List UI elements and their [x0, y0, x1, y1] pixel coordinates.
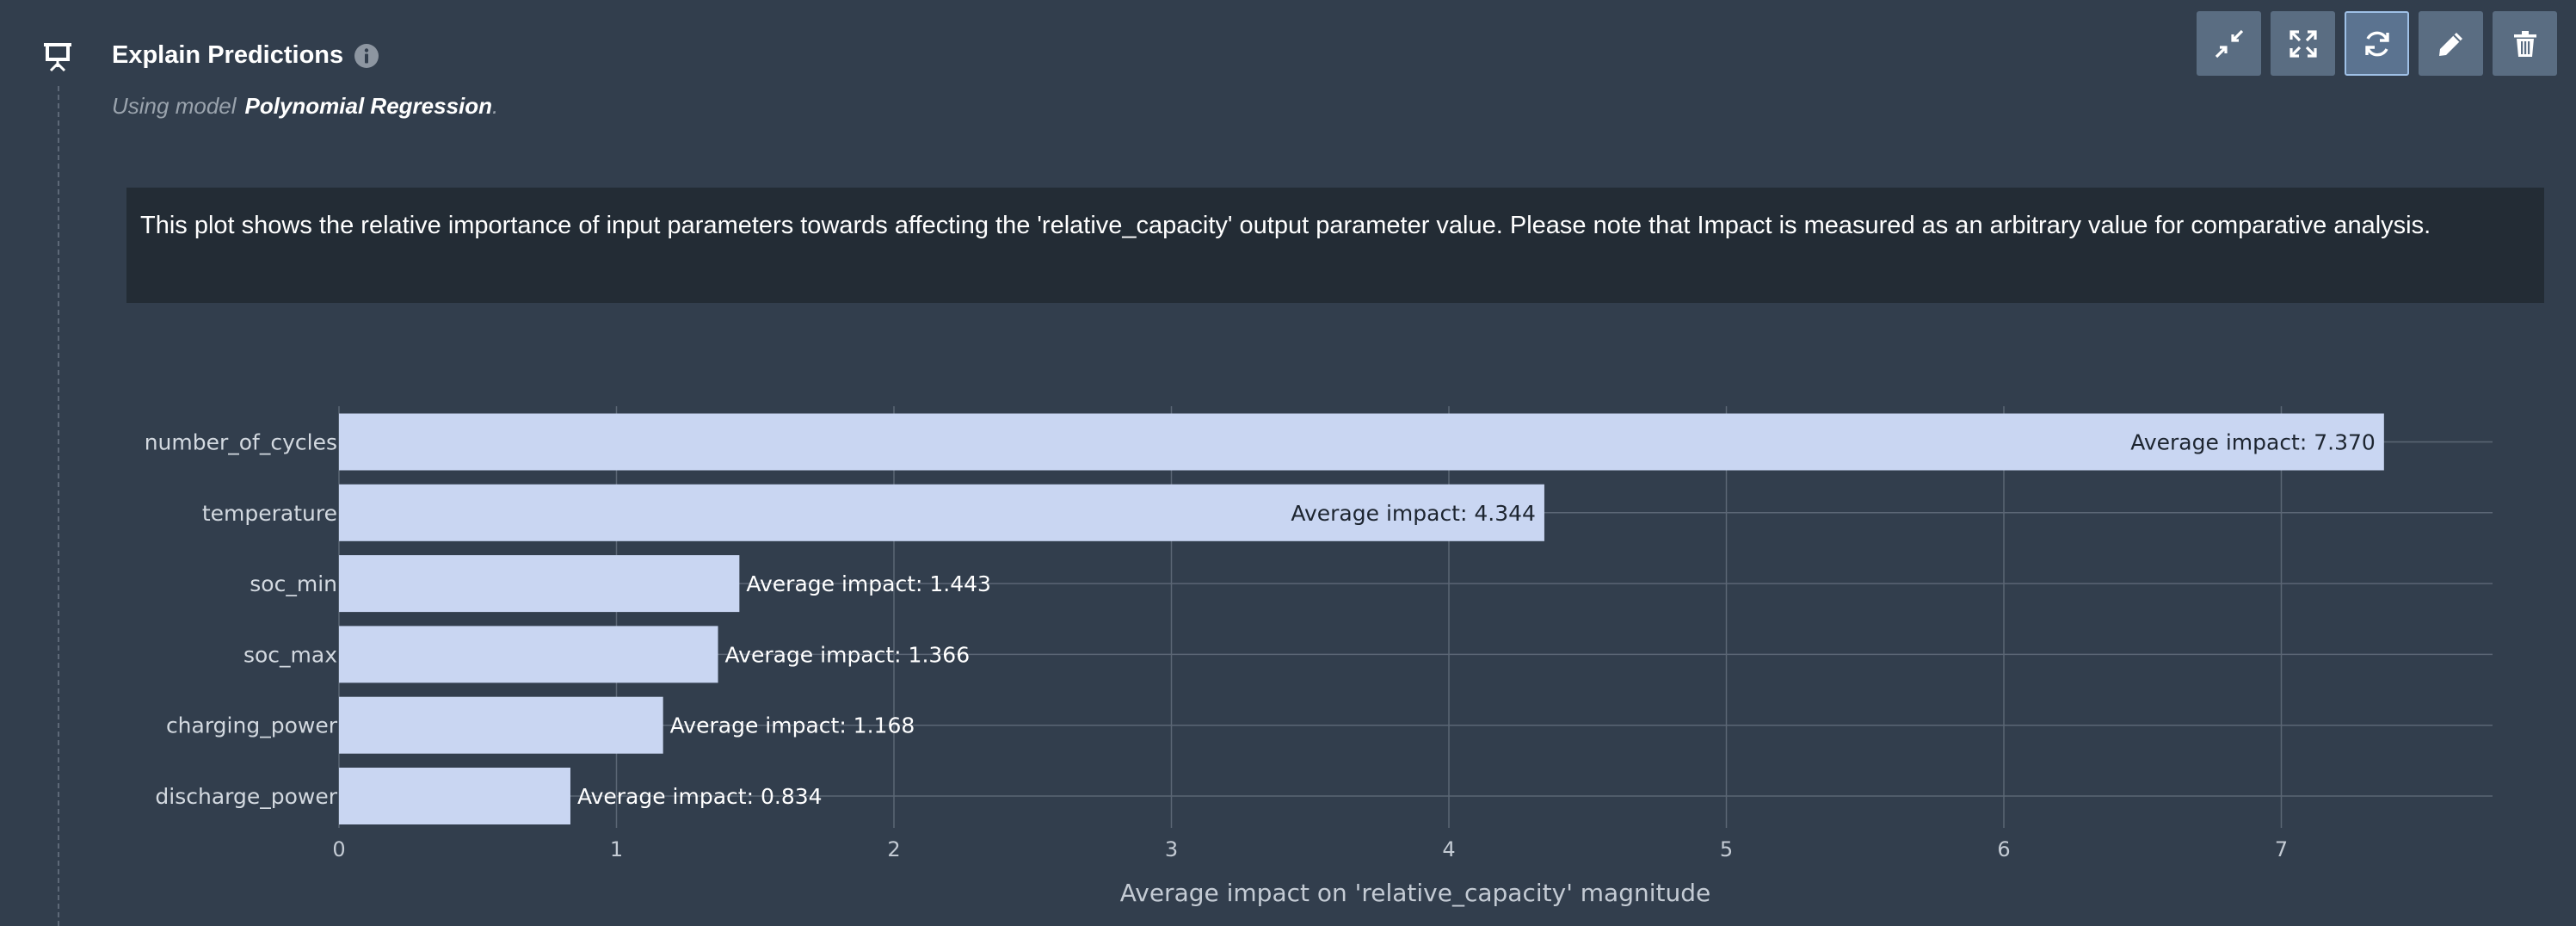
info-icon[interactable]: [354, 43, 379, 69]
x-axis-label: Average impact on 'relative_capacity' ma…: [1120, 879, 1711, 907]
y-tick-label: soc_max: [243, 642, 337, 667]
refresh-icon: [2364, 31, 2389, 56]
bar-soc_max: [339, 626, 718, 683]
bar-data-label: Average impact: 1.168: [670, 713, 915, 738]
x-tick-label: 6: [1997, 837, 2010, 861]
bar-temperature: [339, 484, 1544, 541]
x-tick-label: 0: [332, 837, 345, 861]
x-tick-label: 4: [1442, 837, 1455, 861]
bar-data-label: Average impact: 1.443: [746, 571, 991, 596]
presentation-board-icon: [44, 43, 71, 72]
widget-toolbar: [2197, 11, 2557, 76]
delete-button[interactable]: [2493, 11, 2557, 76]
model-subtitle: Using model Polynomial Regression.: [112, 93, 498, 120]
bar-data-label: Average impact: 1.366: [725, 642, 971, 667]
y-tick-label: number_of_cycles: [145, 430, 337, 455]
edit-button[interactable]: [2419, 11, 2483, 76]
chart-description: This plot shows the relative importance …: [126, 188, 2544, 303]
widget-title-row: Explain Predictions: [112, 41, 379, 70]
expand-button[interactable]: [2271, 11, 2335, 76]
bar-data-label: Average impact: 0.834: [577, 784, 823, 809]
widget-title: Explain Predictions: [112, 41, 344, 69]
model-name: Polynomial Regression: [244, 93, 493, 119]
bar-discharge_power: [339, 768, 570, 824]
y-tick-label: temperature: [202, 501, 337, 526]
bar-soc_min: [339, 555, 740, 613]
pencil-icon: [2438, 32, 2462, 56]
collapse-button[interactable]: [2197, 11, 2261, 76]
trash-icon: [2513, 30, 2536, 57]
bar-data-label: Average impact: 7.370: [2130, 430, 2376, 455]
bar-charging_power: [339, 696, 663, 754]
y-tick-label: discharge_power: [155, 784, 337, 809]
y-tick-label: charging_power: [166, 713, 338, 738]
refresh-button[interactable]: [2345, 11, 2409, 76]
x-tick-label: 3: [1165, 837, 1178, 861]
x-tick-label: 1: [610, 837, 623, 861]
x-tick-label: 7: [2275, 837, 2288, 861]
bar-data-label: Average impact: 4.344: [1291, 501, 1536, 526]
subtitle-prefix: Using model: [112, 93, 237, 119]
expand-arrows-icon: [2289, 29, 2317, 58]
collapse-arrows-icon: [2215, 29, 2243, 58]
y-tick-label: soc_min: [250, 571, 337, 596]
subtitle-suffix: .: [492, 93, 499, 119]
x-tick-label: 2: [887, 837, 900, 861]
timeline-rail: [58, 86, 59, 926]
x-tick-label: 5: [1720, 837, 1733, 861]
bar-number_of_cycles: [339, 413, 2384, 471]
